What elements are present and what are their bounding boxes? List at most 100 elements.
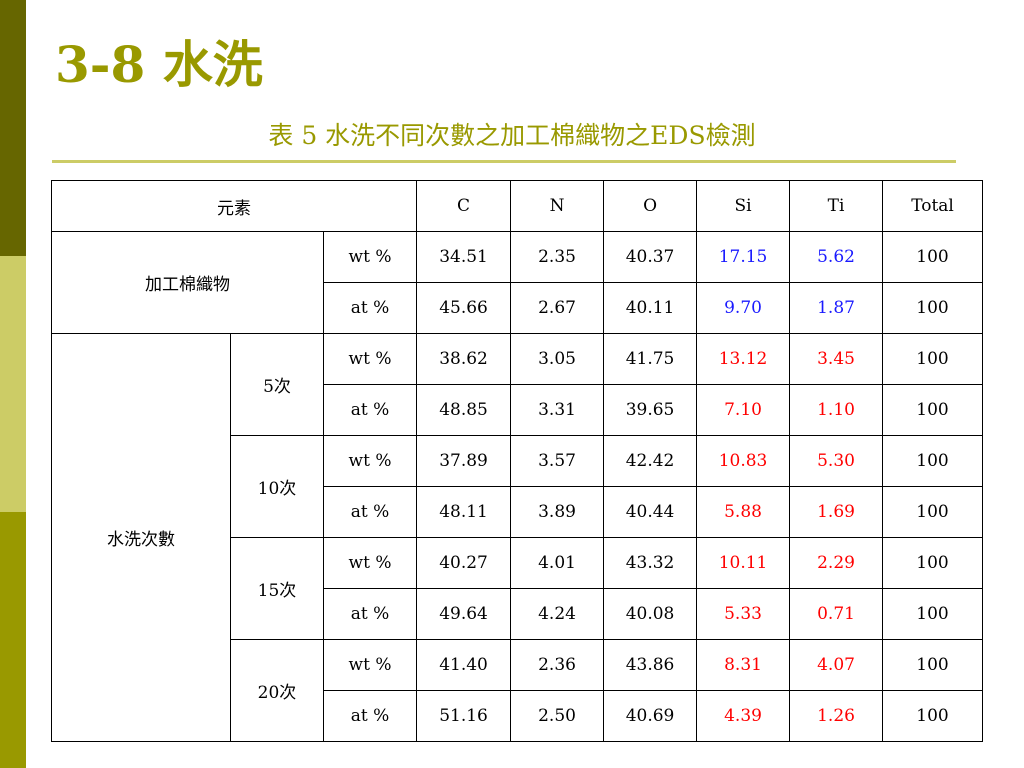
fabric-label: 加工棉織物 bbox=[51, 231, 324, 334]
value-si: 10.83 bbox=[696, 435, 791, 487]
sidebar-segment-dark bbox=[0, 0, 26, 256]
value-ti: 0.71 bbox=[789, 588, 884, 640]
value-c: 37.89 bbox=[416, 435, 512, 487]
value-c: 40.27 bbox=[416, 537, 512, 589]
table-row: at % 48.85 3.31 39.65 7.10 1.10 100 bbox=[52, 384, 984, 436]
value-o: 40.08 bbox=[603, 588, 698, 640]
value-ti: 1.87 bbox=[789, 282, 884, 334]
header-col-c: C bbox=[416, 180, 512, 232]
unit-cell: at % bbox=[322, 384, 418, 436]
value-ti: 1.10 bbox=[789, 384, 884, 436]
value-c: 38.62 bbox=[416, 333, 512, 385]
value-n: 4.24 bbox=[510, 588, 605, 640]
value-si: 13.12 bbox=[696, 333, 791, 385]
value-o: 42.42 bbox=[603, 435, 698, 487]
table-row: 加工棉織物 wt % 34.51 2.35 40.37 17.15 5.62 1… bbox=[51, 231, 984, 334]
header-col-si: Si bbox=[696, 180, 791, 232]
value-si: 9.70 bbox=[696, 282, 791, 334]
value-c: 41.40 bbox=[416, 639, 512, 691]
sidebar-decoration bbox=[0, 0, 26, 768]
value-n: 3.05 bbox=[510, 333, 605, 385]
value-c: 48.11 bbox=[416, 486, 512, 538]
value-total: 100 bbox=[882, 384, 984, 436]
value-n: 3.57 bbox=[510, 435, 605, 487]
header-col-ti: Ti bbox=[789, 180, 884, 232]
value-total: 100 bbox=[882, 639, 984, 691]
table-row: 10次 wt % 37.89 3.57 42.42 10.83 5.30 100 bbox=[52, 435, 984, 538]
header-col-total: Total bbox=[882, 180, 984, 232]
unit-cell: wt % bbox=[322, 435, 418, 487]
title-divider bbox=[52, 160, 956, 163]
value-n: 2.67 bbox=[510, 282, 605, 334]
value-o: 40.37 bbox=[603, 231, 698, 283]
value-total: 100 bbox=[882, 588, 984, 640]
value-si: 17.15 bbox=[696, 231, 791, 283]
table-row: at % 48.11 3.89 40.44 5.88 1.69 100 bbox=[52, 486, 984, 538]
wash-count: 20次 bbox=[230, 639, 324, 742]
value-si: 10.11 bbox=[696, 537, 791, 589]
value-total: 100 bbox=[882, 690, 984, 742]
value-total: 100 bbox=[882, 231, 984, 283]
wash-count: 15次 bbox=[230, 537, 324, 640]
value-ti: 5.62 bbox=[789, 231, 884, 283]
value-c: 45.66 bbox=[416, 282, 512, 334]
value-n: 3.89 bbox=[510, 486, 605, 538]
value-total: 100 bbox=[882, 435, 984, 487]
value-total: 100 bbox=[882, 333, 984, 385]
value-total: 100 bbox=[882, 282, 984, 334]
unit-cell: wt % bbox=[322, 231, 418, 283]
eds-table: 元素 C N O Si Ti Total 加工棉織物 wt % 34.51 2.… bbox=[50, 180, 984, 742]
value-si: 5.88 bbox=[696, 486, 791, 538]
value-ti: 2.29 bbox=[789, 537, 884, 589]
value-n: 2.50 bbox=[510, 690, 605, 742]
value-si: 4.39 bbox=[696, 690, 791, 742]
wash-count: 5次 bbox=[230, 333, 324, 436]
unit-cell: at % bbox=[322, 588, 418, 640]
header-col-o: O bbox=[603, 180, 698, 232]
value-o: 40.11 bbox=[603, 282, 698, 334]
header-row: 元素 C N O Si Ti Total bbox=[50, 180, 984, 232]
value-si: 8.31 bbox=[696, 639, 791, 691]
unit-cell: at % bbox=[322, 486, 418, 538]
value-si: 7.10 bbox=[696, 384, 791, 436]
value-n: 3.31 bbox=[510, 384, 605, 436]
value-total: 100 bbox=[882, 537, 984, 589]
value-ti: 5.30 bbox=[789, 435, 884, 487]
value-o: 41.75 bbox=[603, 333, 698, 385]
value-total: 100 bbox=[882, 486, 984, 538]
value-ti: 3.45 bbox=[789, 333, 884, 385]
value-c: 34.51 bbox=[416, 231, 512, 283]
sidebar-segment-light bbox=[0, 256, 26, 512]
header-col-n: N bbox=[510, 180, 605, 232]
unit-cell: wt % bbox=[322, 333, 418, 385]
value-n: 2.36 bbox=[510, 639, 605, 691]
table-row: 水洗次數 5次 wt % 38.62 3.05 41.75 13.12 3.45… bbox=[51, 333, 984, 742]
value-c: 48.85 bbox=[416, 384, 512, 436]
table-caption: 表 5 水洗不同次數之加工棉織物之EDS檢測 bbox=[268, 121, 756, 150]
sidebar-segment-olive bbox=[0, 512, 26, 768]
value-o: 40.69 bbox=[603, 690, 698, 742]
unit-cell: at % bbox=[322, 282, 418, 334]
value-c: 51.16 bbox=[416, 690, 512, 742]
unit-cell: at % bbox=[322, 690, 418, 742]
value-o: 39.65 bbox=[603, 384, 698, 436]
value-si: 5.33 bbox=[696, 588, 791, 640]
value-o: 43.32 bbox=[603, 537, 698, 589]
slide-title: 3-8 水洗 bbox=[55, 35, 263, 94]
value-ti: 1.26 bbox=[789, 690, 884, 742]
table-row: at % 51.16 2.50 40.69 4.39 1.26 100 bbox=[52, 690, 984, 742]
value-ti: 4.07 bbox=[789, 639, 884, 691]
table-row: at % 49.64 4.24 40.08 5.33 0.71 100 bbox=[52, 588, 984, 640]
value-n: 4.01 bbox=[510, 537, 605, 589]
value-n: 2.35 bbox=[510, 231, 605, 283]
value-ti: 1.69 bbox=[789, 486, 884, 538]
value-c: 49.64 bbox=[416, 588, 512, 640]
header-element-label: 元素 bbox=[50, 180, 418, 232]
table-row: at % 45.66 2.67 40.11 9.70 1.87 100 bbox=[52, 282, 984, 334]
value-o: 40.44 bbox=[603, 486, 698, 538]
value-o: 43.86 bbox=[603, 639, 698, 691]
washing-label: 水洗次數 bbox=[51, 333, 231, 742]
unit-cell: wt % bbox=[322, 639, 418, 691]
unit-cell: wt % bbox=[322, 537, 418, 589]
wash-count: 10次 bbox=[230, 435, 324, 538]
